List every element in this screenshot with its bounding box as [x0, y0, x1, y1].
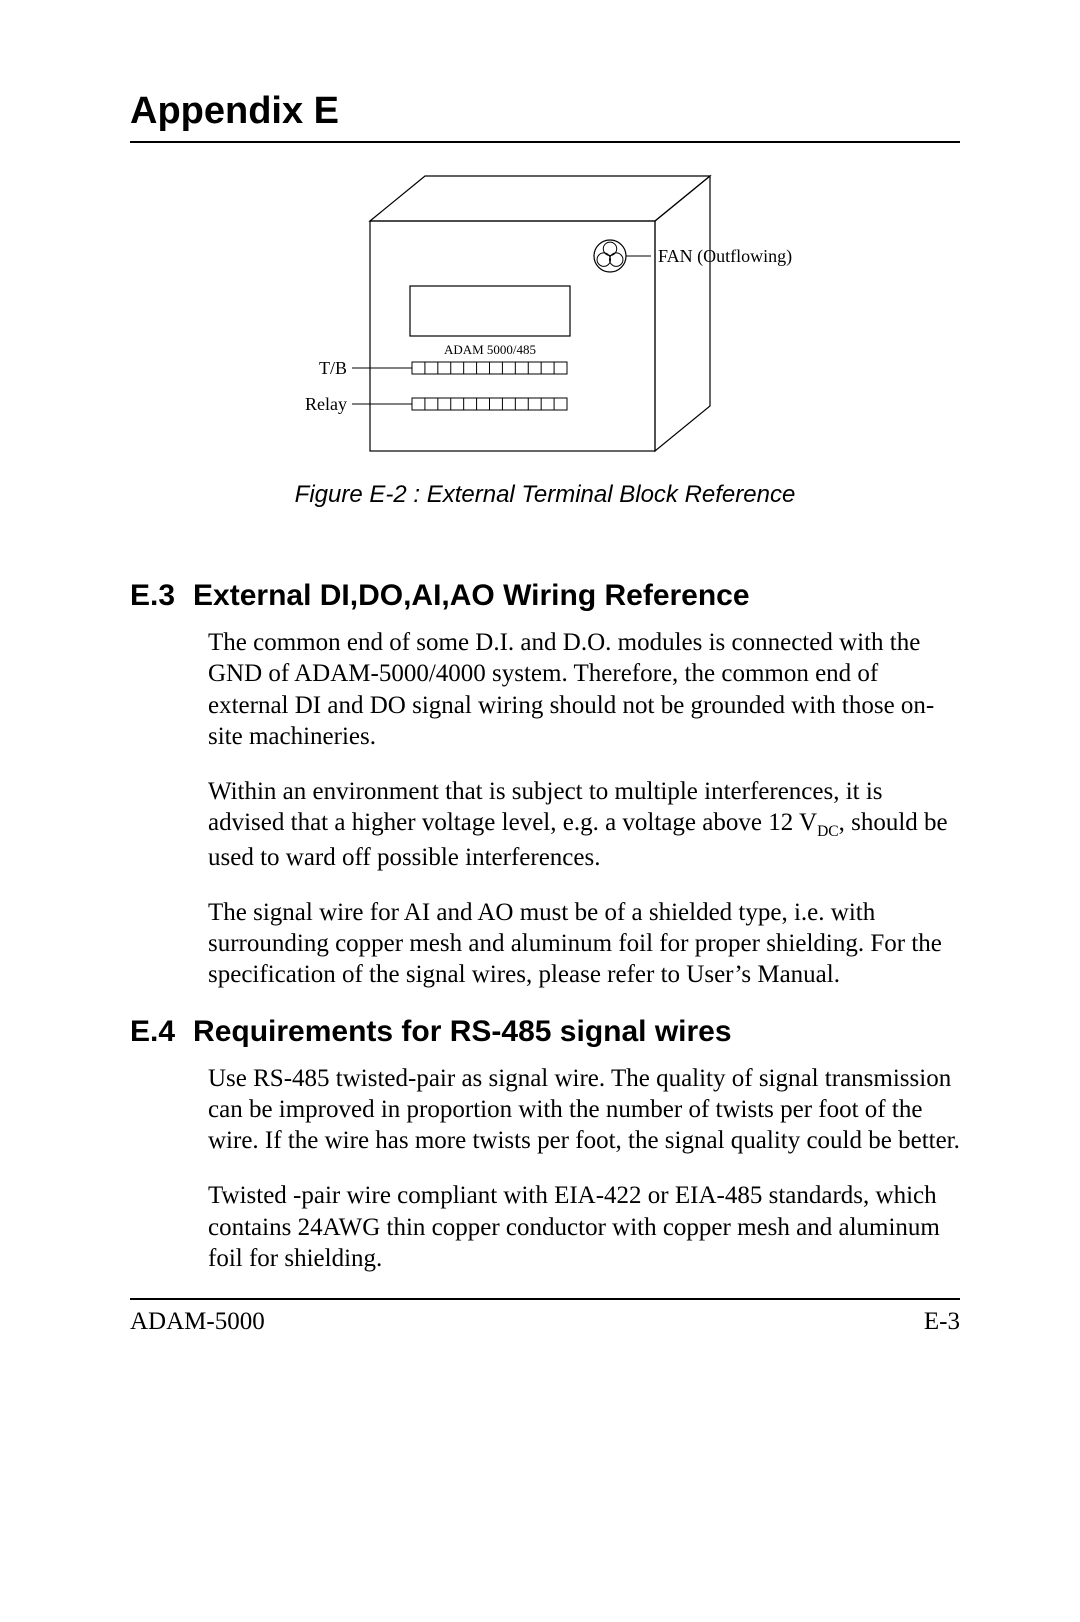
page: Appendix E ADAM 5000/485 T/B Relay FAN (Out… — [0, 0, 1080, 1622]
footer-right: E-3 — [924, 1308, 960, 1336]
svg-text:ADAM 5000/485: ADAM 5000/485 — [444, 342, 536, 357]
footer: ADAM-5000 E-3 — [130, 1308, 960, 1336]
e3-p2-part-a: Within an environment that is subject to… — [208, 778, 883, 836]
section-e4-body: Use RS-485 twisted-pair as signal wire. … — [208, 1063, 960, 1275]
svg-text:Relay: Relay — [305, 394, 347, 414]
terminal-block-diagram: ADAM 5000/485 T/B Relay FAN (Outflowing) — [240, 171, 850, 461]
section-e4-heading: E.4 Requirements for RS-485 signal wires — [130, 1015, 960, 1049]
title-rule — [130, 141, 960, 143]
e3-paragraph-2: Within an environment that is subject to… — [208, 776, 960, 873]
page-title: Appendix E — [130, 90, 960, 133]
section-e3-heading: E.3 External DI,DO,AI,AO Wiring Referenc… — [130, 579, 960, 613]
figure-e2: ADAM 5000/485 T/B Relay FAN (Outflowing) — [130, 171, 960, 461]
e4-paragraph-1: Use RS-485 twisted-pair as signal wire. … — [208, 1063, 960, 1157]
svg-text:FAN (Outflowing): FAN (Outflowing) — [658, 246, 792, 267]
e3-p2-subscript: DC — [817, 823, 839, 840]
figure-caption: Figure E-2 : External Terminal Block Ref… — [130, 481, 960, 509]
section-e3-number: E.3 — [130, 579, 175, 613]
section-e3-title: External DI,DO,AI,AO Wiring Reference — [193, 579, 750, 613]
footer-rule — [130, 1298, 960, 1300]
footer-left: ADAM-5000 — [130, 1308, 265, 1336]
section-e3-body: The common end of some D.I. and D.O. mod… — [208, 627, 960, 991]
svg-text:T/B: T/B — [319, 358, 347, 378]
e4-paragraph-2: Twisted -pair wire compliant with EIA-42… — [208, 1180, 960, 1274]
e3-paragraph-3: The signal wire for AI and AO must be of… — [208, 897, 960, 991]
e3-paragraph-1: The common end of some D.I. and D.O. mod… — [208, 627, 960, 752]
section-e4-number: E.4 — [130, 1015, 175, 1049]
section-e4-title: Requirements for RS-485 signal wires — [193, 1015, 732, 1049]
